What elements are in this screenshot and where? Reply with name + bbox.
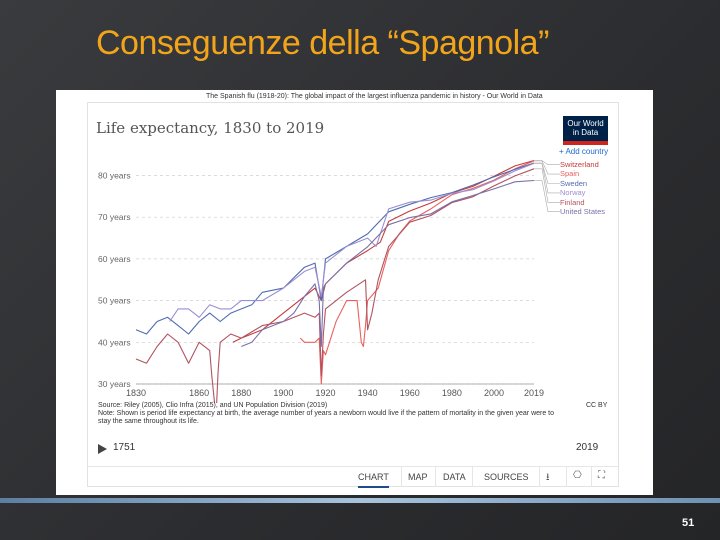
page-header: The Spanish flu (1918-20): The global im… [206, 93, 543, 100]
x-tick-label: 1940 [358, 388, 378, 398]
x-tick-label: 1860 [189, 388, 209, 398]
source-line: Source: Riley (2005), Clio Infra (2015),… [98, 402, 328, 409]
tab-data[interactable]: DATA [443, 472, 466, 482]
series-line-united-states [241, 179, 535, 348]
toolbar-divider [472, 467, 473, 487]
embedded-screenshot: The Spanish flu (1918-20): The global im… [56, 90, 653, 495]
legend-item-switzerland[interactable]: Switzerland [560, 160, 599, 169]
y-tick-label: 30 years [98, 379, 131, 389]
tab-sources[interactable]: SOURCES [484, 472, 529, 482]
note-line-1: Note: Shown is period life expectancy at… [98, 410, 555, 417]
logo-red-bar [563, 141, 608, 145]
tab-map[interactable]: MAP [408, 472, 428, 482]
chart-title: Life expectancy, 1830 to 2019 [96, 119, 325, 137]
x-tick-label: 1830 [126, 388, 146, 398]
fullscreen-icon[interactable]: ⛶ [598, 470, 605, 481]
legend-connector [534, 168, 560, 203]
add-country-label: Add country [565, 147, 609, 156]
series-line-finland [135, 168, 535, 403]
y-tick-label: 80 years [98, 171, 131, 181]
tab-chart[interactable]: CHART [358, 472, 389, 488]
legend-item-norway[interactable]: Norway [560, 188, 586, 198]
note-line-2: stay the same throughout its life. [98, 418, 199, 425]
y-tick-label: 60 years [98, 254, 131, 264]
legend-item-finland[interactable]: Finland [560, 197, 585, 207]
x-tick-label: 1960 [400, 388, 420, 398]
legend-connector [534, 180, 560, 212]
y-tick-label: 50 years [98, 296, 131, 306]
legend-item-spain[interactable]: Spain [560, 169, 580, 179]
slide-title: Conseguenze della “Spagnola” [96, 24, 549, 62]
y-tick-label: 70 years [98, 212, 131, 222]
chart-card: Life expectancy, 1830 to 2019 Our World … [87, 102, 619, 488]
plus-icon: + [559, 147, 564, 156]
toolbar-divider [435, 467, 436, 487]
toolbar-divider [591, 467, 592, 487]
logo-line2: in Data [572, 128, 599, 137]
download-icon[interactable]: ⭳ [546, 472, 550, 483]
toolbar-divider [401, 467, 402, 487]
series-line-spain [299, 160, 535, 385]
legend-connector [534, 163, 560, 194]
series-line-norway [169, 162, 535, 322]
play-icon[interactable] [98, 444, 107, 454]
footer-accent-strip [0, 498, 720, 503]
share-icon[interactable]: ⎔ [573, 470, 582, 481]
logo-line1: Our World [567, 119, 604, 128]
chart-toolbar: CHART MAP DATA SOURCES ⭳ ⎔ ⛶ [88, 466, 618, 488]
legend-item-united-states[interactable]: United States [560, 207, 606, 217]
page-number: 51 [682, 517, 695, 529]
chart-legend: Switzerland Spain Sweden Norway Finland Unite… [560, 160, 605, 216]
add-country-button[interactable]: + Add country [559, 147, 608, 156]
toolbar-divider [566, 467, 567, 487]
x-tick-label: 1900 [273, 388, 293, 398]
legend-connector [534, 160, 560, 175]
chart-plot: 30 years 40 years 50 years 60 years 70 years… [98, 159, 560, 403]
x-tick-label: 1920 [316, 388, 336, 398]
legend-connector [534, 162, 560, 184]
x-tick-label: 1980 [442, 388, 462, 398]
license-label[interactable]: CC BY [586, 402, 608, 409]
chart-source-note: Source: Riley (2005), Clio Infra (2015),… [98, 402, 618, 426]
series-line-switzerland [232, 159, 535, 343]
y-tick-label: 40 years [98, 337, 131, 347]
x-tick-label: 1880 [231, 388, 251, 398]
x-tick-label: 2019 [524, 388, 544, 398]
timeline-start-year[interactable]: 1751 [113, 442, 136, 453]
legend-connector [534, 160, 560, 166]
x-tick-label: 2000 [484, 388, 504, 398]
legend-item-sweden[interactable]: Sweden [560, 178, 588, 188]
timeline-end-year[interactable]: 2019 [576, 442, 599, 453]
owid-logo[interactable]: Our World in Data [563, 116, 608, 145]
series-line-sweden [135, 162, 535, 335]
toolbar-divider [539, 467, 540, 487]
